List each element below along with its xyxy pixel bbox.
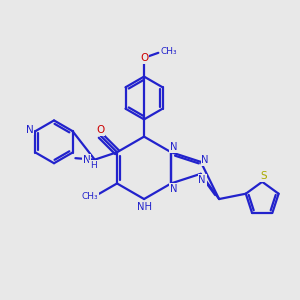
Text: O: O [140, 53, 148, 63]
Text: CH₃: CH₃ [81, 192, 98, 201]
Text: N: N [170, 184, 177, 194]
Text: N: N [202, 155, 209, 165]
Text: N: N [170, 142, 177, 152]
Text: N: N [199, 175, 206, 185]
Text: CH₃: CH₃ [160, 47, 177, 56]
Text: N: N [26, 124, 33, 135]
Text: O: O [96, 125, 104, 135]
Text: H: H [90, 161, 97, 170]
Text: NH: NH [136, 202, 152, 212]
Text: S: S [260, 171, 267, 181]
Text: N: N [82, 155, 90, 165]
